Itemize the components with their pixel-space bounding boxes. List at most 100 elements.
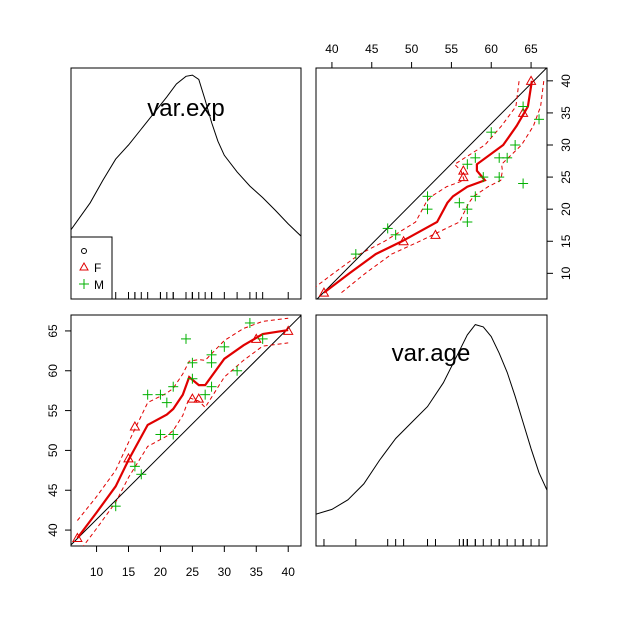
axis-top-age: 40 45 50 55 60 65 [325, 42, 538, 68]
point-f [72, 532, 83, 543]
point-m [168, 381, 179, 392]
panel-density-var-exp: var.exp F M [70, 67, 302, 300]
rug-var-exp [76, 292, 289, 299]
panel-frame [70, 314, 302, 547]
point-m [518, 178, 529, 189]
point-m [502, 152, 513, 163]
panel-scatter-age-vs-exp [70, 314, 302, 547]
point-m [206, 381, 217, 392]
smooth-line [323, 80, 533, 294]
point-m [486, 127, 497, 138]
point-f [458, 165, 469, 175]
panel-content [71, 315, 301, 546]
point-m [390, 229, 401, 240]
tick-label: 10 [559, 266, 573, 280]
diagonal-label-var-exp: var.exp [147, 95, 224, 122]
tick-label: 60 [485, 42, 499, 56]
point-m [244, 317, 255, 328]
point-m [187, 357, 198, 368]
point-f [129, 420, 141, 431]
tick-label: 55 [46, 404, 60, 418]
tick-label: 40 [282, 565, 296, 579]
tick-label: 45 [46, 483, 60, 497]
density-curve-var-exp [71, 74, 301, 237]
tick-label: 50 [405, 42, 419, 56]
tick-label: 40 [46, 523, 60, 537]
point-m [129, 461, 140, 472]
panel-scatter-exp-vs-age [315, 67, 548, 300]
tick-label: 55 [445, 42, 459, 56]
density-curve-var-age [316, 324, 547, 515]
point-m [350, 249, 361, 260]
point-m [534, 114, 545, 125]
point-m [206, 349, 217, 360]
tick-label: 25 [559, 170, 573, 184]
point-m [136, 469, 147, 480]
smooth-upper-band [341, 80, 545, 293]
axis-left-age: 40 45 50 55 60 65 [46, 324, 71, 537]
point-m [494, 172, 505, 183]
point-m [232, 365, 243, 376]
point-m [462, 204, 473, 215]
tick-label: 30 [559, 138, 573, 152]
point-f [187, 393, 198, 403]
tick-label: 60 [46, 364, 60, 378]
legend-box [70, 236, 113, 300]
tick-label: 50 [46, 443, 60, 457]
point-m [219, 341, 230, 352]
tick-label: 10 [90, 565, 104, 579]
legend-triangle-icon [79, 261, 89, 271]
tick-label: 65 [524, 42, 538, 56]
legend-plus-icon [79, 279, 89, 289]
point-m [470, 152, 481, 163]
legend-label-f: F [94, 261, 101, 275]
tick-label: 15 [122, 565, 136, 579]
tick-label: 35 [559, 106, 573, 120]
panel-frame [315, 314, 548, 547]
point-m [382, 223, 393, 234]
point-m [422, 191, 433, 202]
tick-label: 35 [250, 565, 264, 579]
point-f [123, 452, 134, 463]
legend-label-m: M [94, 278, 104, 292]
tick-label: 20 [559, 202, 573, 216]
legend-circle-icon [81, 248, 87, 254]
smooth-line [76, 329, 289, 539]
point-f [318, 287, 330, 297]
point-m [168, 429, 179, 440]
point-m [187, 373, 198, 384]
axis-bottom-exp: 10 15 20 25 30 35 40 [90, 546, 295, 579]
point-m [470, 191, 481, 202]
panel-density-var-age: var.age [315, 314, 548, 547]
point-f [525, 75, 537, 85]
point-m [155, 389, 166, 400]
point-m [257, 333, 268, 344]
tick-label: 40 [325, 42, 339, 56]
point-m [462, 217, 473, 227]
panel-frame [315, 67, 548, 300]
tick-label: 20 [154, 565, 168, 579]
point-m [518, 101, 529, 112]
tick-label: 30 [218, 565, 232, 579]
point-m [462, 159, 473, 170]
regression-line [71, 315, 301, 546]
panel-content [316, 68, 547, 299]
tick-label: 45 [365, 42, 379, 56]
point-m [510, 140, 521, 150]
point-f [282, 325, 294, 335]
tick-label: 15 [559, 234, 573, 248]
rug-var-age [323, 539, 540, 546]
diagonal-label-var-age: var.age [392, 340, 471, 367]
point-m [161, 397, 172, 408]
smooth-upper-band [77, 317, 289, 521]
point-m [142, 389, 153, 400]
point-m [454, 197, 465, 208]
point-m [155, 429, 166, 440]
point-m [110, 501, 121, 512]
point-f [430, 229, 441, 239]
point-m [478, 172, 489, 183]
tick-label: 25 [186, 565, 200, 579]
tick-label: 40 [559, 74, 573, 88]
